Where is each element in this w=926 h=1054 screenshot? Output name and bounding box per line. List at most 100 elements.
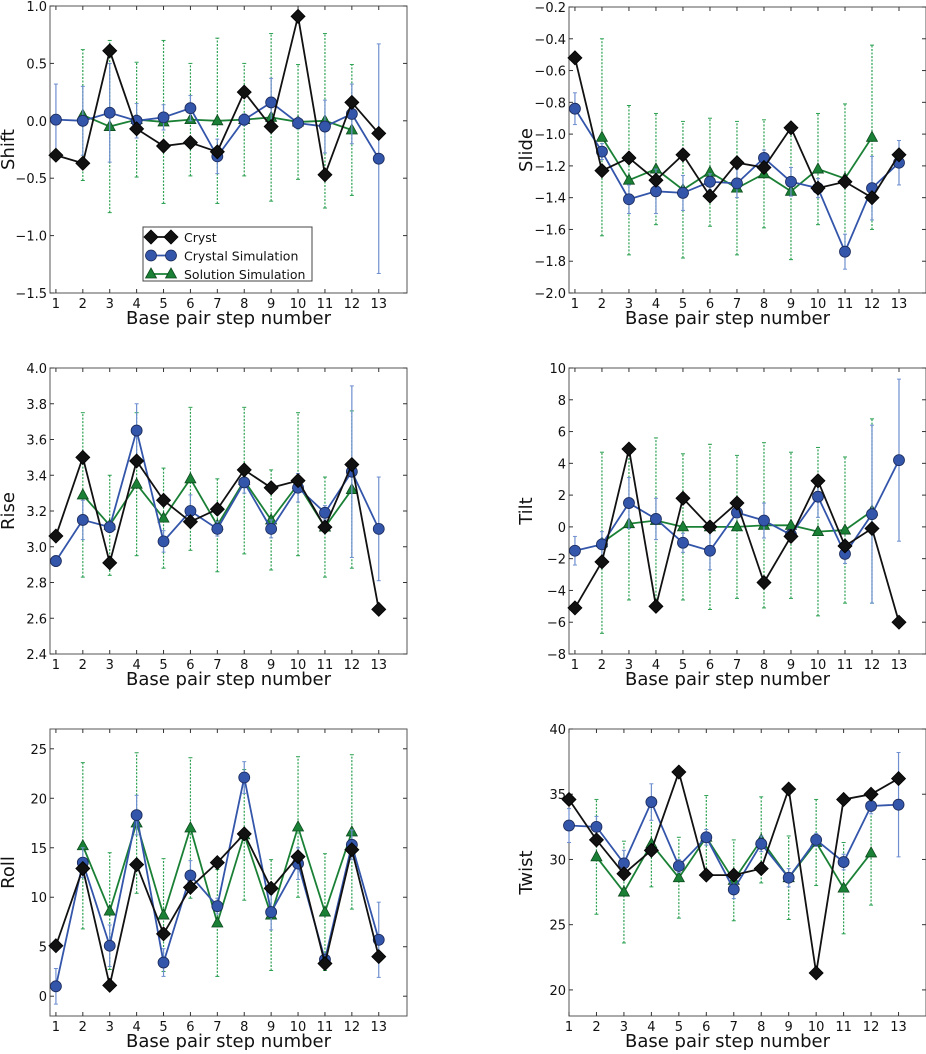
- data-point: [590, 850, 603, 862]
- x-tick-label: 4: [652, 658, 660, 673]
- data-point: [50, 113, 62, 126]
- x-tick-label: 1: [571, 297, 579, 312]
- y-tick-label: −0.4: [534, 33, 566, 48]
- error-bar: [269, 33, 274, 202]
- data-point: [102, 977, 118, 993]
- series-crystal-sim: [50, 43, 385, 274]
- x-tick-label: 8: [757, 1020, 765, 1035]
- data-point: [726, 867, 742, 883]
- data-point: [866, 508, 878, 521]
- data-point: [650, 513, 662, 525]
- y-tick-label: 4: [558, 457, 566, 472]
- data-point: [648, 172, 664, 188]
- y-tick-label: −0.8: [534, 96, 566, 111]
- data-point: [209, 855, 225, 871]
- y-axis-label: Slide: [516, 128, 537, 172]
- data-point: [263, 880, 279, 896]
- plot-area: [568, 6, 926, 294]
- data-point: [892, 798, 905, 811]
- data-point: [371, 601, 387, 617]
- data-point: [648, 598, 664, 614]
- data-point: [238, 771, 251, 784]
- x-tick-label: 11: [317, 658, 334, 673]
- y-tick-label: 10: [30, 891, 47, 906]
- y-tick-label: 2.8: [26, 577, 47, 592]
- x-tick-label: 8: [240, 658, 248, 673]
- x-tick-label: 5: [679, 297, 687, 312]
- data-point: [839, 245, 851, 258]
- legend-item-cryst: Cryst: [143, 229, 217, 245]
- data-point: [864, 520, 880, 537]
- x-tick-label: 7: [213, 1020, 221, 1035]
- data-point: [810, 180, 826, 196]
- data-point: [372, 522, 385, 535]
- error-bar: [788, 451, 793, 599]
- data-point: [291, 820, 305, 832]
- series-cryst: [567, 441, 907, 630]
- legend: Cryst Crystal Simulation Solution Simulati…: [142, 226, 313, 282]
- data-point: [837, 856, 850, 868]
- y-tick-label: −2.0: [534, 287, 566, 302]
- data-point: [702, 188, 718, 204]
- x-tick-label: 2: [79, 1020, 87, 1035]
- data-point: [785, 175, 797, 188]
- data-point: [561, 791, 577, 808]
- data-point: [184, 821, 197, 833]
- data-point: [211, 113, 224, 126]
- data-point: [698, 867, 714, 883]
- y-tick-label: 30: [549, 853, 566, 868]
- data-point: [812, 490, 824, 503]
- data-point: [263, 480, 279, 496]
- y-tick-label: −1.2: [534, 160, 566, 175]
- x-tick-label: 11: [837, 658, 854, 673]
- x-tick-label: 7: [733, 297, 741, 312]
- series-cryst: [48, 8, 387, 183]
- series-crystal-sim: [50, 385, 385, 582]
- data-point: [753, 861, 769, 877]
- x-tick-label: 1: [52, 1020, 60, 1035]
- x-tick-label: 12: [863, 1020, 880, 1035]
- data-point: [130, 477, 143, 489]
- error-bar: [761, 442, 766, 609]
- y-tick-label: 20: [30, 792, 47, 807]
- data-point: [563, 819, 575, 832]
- data-point: [371, 125, 387, 141]
- data-point: [344, 94, 360, 110]
- x-tick-label: 1: [52, 297, 60, 312]
- data-point: [700, 831, 713, 844]
- x-tick-label: 8: [240, 297, 248, 312]
- subplot-slide: 1 2 3 4 5 6 7 8 9 10 11 12 13−2.0−1.8−1.6−1.4−1.2−1.…: [516, 1, 926, 329]
- data-point: [594, 163, 610, 179]
- data-point: [129, 121, 145, 137]
- x-tick-label: 10: [808, 1020, 825, 1035]
- data-point: [781, 781, 797, 797]
- data-point: [588, 832, 605, 848]
- data-point: [155, 926, 172, 942]
- x-tick-label: 8: [240, 1020, 248, 1035]
- data-point: [157, 511, 170, 523]
- data-point: [50, 555, 62, 567]
- data-point: [838, 523, 852, 535]
- data-point: [103, 904, 116, 916]
- data-point: [155, 138, 172, 154]
- data-point: [129, 453, 145, 469]
- y-tick-label: 25: [549, 919, 566, 934]
- x-axis-label: Base pair step number: [126, 669, 332, 690]
- data-point: [675, 490, 691, 506]
- data-point: [102, 555, 118, 571]
- data-point: [622, 173, 636, 185]
- x-tick-label: 4: [132, 1020, 140, 1035]
- data-point: [808, 965, 824, 981]
- x-tick-label: 2: [598, 658, 606, 673]
- data-point: [236, 462, 252, 478]
- data-point: [211, 916, 224, 928]
- y-tick-label: 0: [558, 521, 566, 536]
- data-point: [103, 939, 116, 952]
- data-point: [50, 980, 62, 993]
- error-bar: [815, 112, 820, 226]
- x-tick-label: 6: [186, 297, 194, 312]
- error-bar: [842, 456, 847, 604]
- data-point: [184, 869, 197, 882]
- data-point: [157, 908, 170, 920]
